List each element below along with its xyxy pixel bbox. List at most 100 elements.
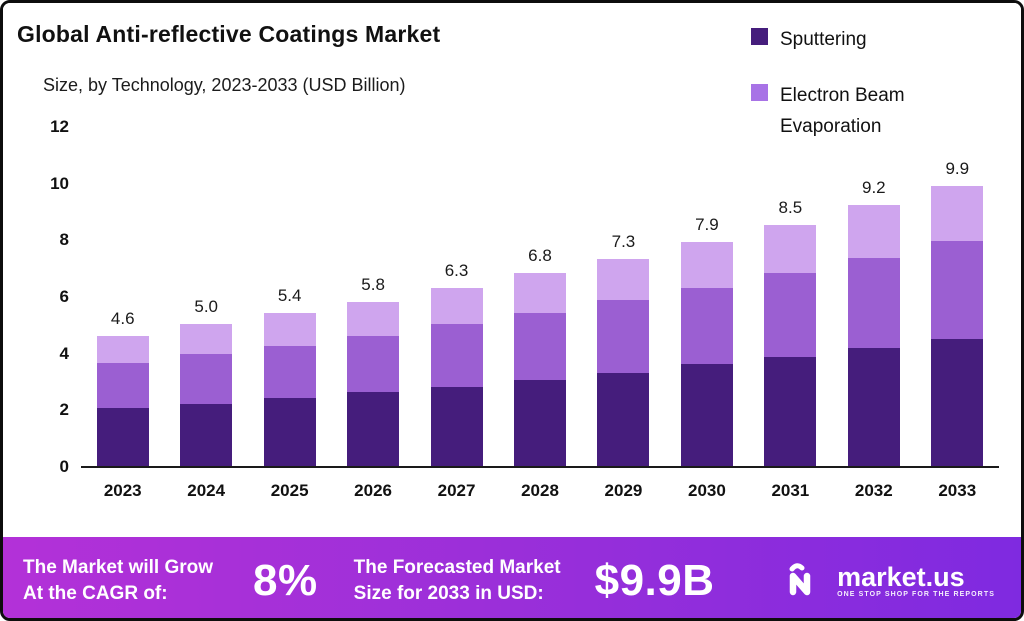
bar-segment-electron-beam-evaporation — [513, 313, 566, 380]
chart-title: Global Anti-reflective Coatings Market — [17, 21, 441, 47]
x-axis-label: 2031 — [771, 481, 810, 500]
legend-item-sputtering: Sputtering — [751, 25, 940, 55]
legend-swatch-sputtering — [751, 28, 768, 45]
bar-segment-electron-beam-evaporation — [931, 240, 984, 339]
bar-segment-sputtering — [513, 379, 566, 466]
bar-segment-top — [180, 324, 233, 355]
x-axis-label: 2025 — [270, 481, 309, 500]
bar-segment-top — [263, 313, 316, 346]
bar-segment-electron-beam-evaporation — [847, 257, 900, 349]
brand-name: market.us — [837, 561, 965, 592]
brand-block: market.us ONE STOP SHOP FOR THE REPORTS — [785, 557, 1001, 604]
bar-segment-sputtering — [931, 338, 984, 466]
bar-segment-top — [680, 242, 733, 288]
x-axis-label: 2028 — [521, 481, 559, 500]
cagr-label: The Market will Grow At the CAGR of: — [23, 555, 213, 606]
bar-column: 9.9 — [916, 128, 999, 466]
bar-column: 9.2 — [832, 128, 915, 466]
bar-segment-electron-beam-evaporation — [96, 362, 149, 408]
bar-segment-top — [430, 287, 483, 325]
bar-column: 5.8 — [331, 128, 414, 466]
cagr-value: 8% — [253, 555, 318, 605]
y-tick-label: 6 — [59, 287, 69, 306]
bar-segment-top — [347, 301, 400, 336]
cagr-label-line2: At the CAGR of: — [23, 582, 168, 604]
bar-segment-electron-beam-evaporation — [597, 300, 650, 373]
bar-total-label: 5.8 — [361, 274, 385, 294]
x-axis-label: 2029 — [604, 481, 643, 500]
bar-column: 6.8 — [498, 128, 581, 466]
legend-item-electron-beam-evaporation: Electron Beam Evaporation — [751, 81, 940, 142]
bar-segment-sputtering — [430, 386, 483, 466]
bar-segment-electron-beam-evaporation — [430, 324, 483, 387]
legend-label: Electron Beam Evaporation — [780, 85, 905, 137]
legend-label: Sputtering — [780, 29, 867, 50]
bar-total-label: 5.0 — [194, 297, 218, 317]
bar-segment-electron-beam-evaporation — [263, 345, 316, 398]
bar-segment-sputtering — [347, 392, 400, 466]
bar-segment-top — [931, 185, 984, 241]
bar-total-label: 9.2 — [861, 178, 886, 198]
bar-stack — [347, 301, 400, 466]
cagr-label-line1: The Market will Grow — [23, 556, 214, 578]
bar-stack — [847, 205, 900, 466]
bar-total-label: 9.9 — [945, 158, 970, 178]
bar-stack — [597, 259, 650, 466]
bar-total-label: 5.4 — [277, 286, 302, 306]
x-axis: 2023 2024 2025 2026 2027 2028 2029 2030 2031 2032… — [81, 481, 999, 501]
legend-swatch-electron-beam-evaporation — [751, 84, 768, 102]
plot-area: 4.6 5.0 5.4 5.8 6.3 6.8 7.3 7.9 8.5 9.2 9.9 — [81, 128, 999, 468]
bar-segment-sputtering — [96, 407, 149, 466]
bar-stack — [513, 273, 566, 466]
bar-column: 5.0 — [164, 128, 247, 466]
bar-stack — [263, 313, 316, 466]
footer-banner: The Market will Grow At the CAGR of: 8% … — [3, 534, 1021, 618]
x-axis-label: 2024 — [187, 481, 226, 500]
bar-segment-sputtering — [680, 364, 733, 466]
y-tick-label: 0 — [59, 457, 69, 476]
bar-segment-electron-beam-evaporation — [680, 287, 733, 364]
bar-total-label: 4.6 — [110, 308, 135, 328]
y-tick-label: 4 — [59, 343, 69, 363]
bar-column: 7.3 — [582, 128, 665, 466]
bar-segment-electron-beam-evaporation — [180, 354, 233, 404]
x-axis-label: 2030 — [687, 481, 726, 500]
bar-total-label: 6.3 — [444, 260, 469, 280]
bar-stack — [96, 335, 149, 466]
bar-stack — [931, 185, 984, 466]
bar-column: 7.9 — [665, 128, 748, 466]
y-axis: 0 2 4 6 8 10 12 — [15, 117, 69, 476]
bar-segment-top — [597, 259, 650, 301]
bar-total-label: 6.8 — [528, 246, 552, 266]
forecast-label-line2: Size for 2033 in USD: — [353, 582, 544, 604]
bar-column: 4.6 — [81, 128, 164, 466]
brand-text: market.us ONE STOP SHOP FOR THE REPORTS — [837, 561, 995, 599]
x-axis-label: 2026 — [354, 481, 392, 500]
y-tick-label: 12 — [50, 117, 69, 136]
chart-subtitle: Size, by Technology, 2023-2033 (USD Bill… — [43, 75, 406, 95]
bar-segment-top — [764, 225, 817, 274]
y-tick-label: 2 — [59, 400, 69, 420]
bar-segment-sputtering — [180, 403, 233, 466]
bar-segment-sputtering — [847, 348, 900, 466]
bar-column: 5.4 — [248, 128, 331, 466]
bar-total-label: 7.3 — [611, 232, 636, 252]
bar-total-label: 8.5 — [778, 198, 803, 218]
forecast-label-line1: The Forecasted Market — [353, 556, 561, 578]
forecast-label: The Forecasted Market Size for 2033 in U… — [354, 555, 561, 606]
x-axis-label: 2032 — [854, 481, 893, 500]
bar-stack — [680, 242, 733, 466]
bar-segment-sputtering — [263, 398, 316, 466]
chart-section: Global Anti-reflective Coatings Market S… — [3, 3, 1021, 534]
bar-segment-top — [847, 205, 900, 258]
y-tick-label: 10 — [50, 173, 69, 193]
bar-stack — [764, 225, 817, 466]
bar-stack — [430, 287, 483, 466]
brand-logo-icon — [785, 557, 827, 604]
bar-column: 6.3 — [415, 128, 498, 466]
brand-tagline: ONE STOP SHOP FOR THE REPORTS — [837, 591, 995, 599]
bar-segment-electron-beam-evaporation — [347, 335, 400, 393]
bar-segment-top — [96, 335, 149, 363]
x-axis-label: 2023 — [103, 481, 142, 500]
